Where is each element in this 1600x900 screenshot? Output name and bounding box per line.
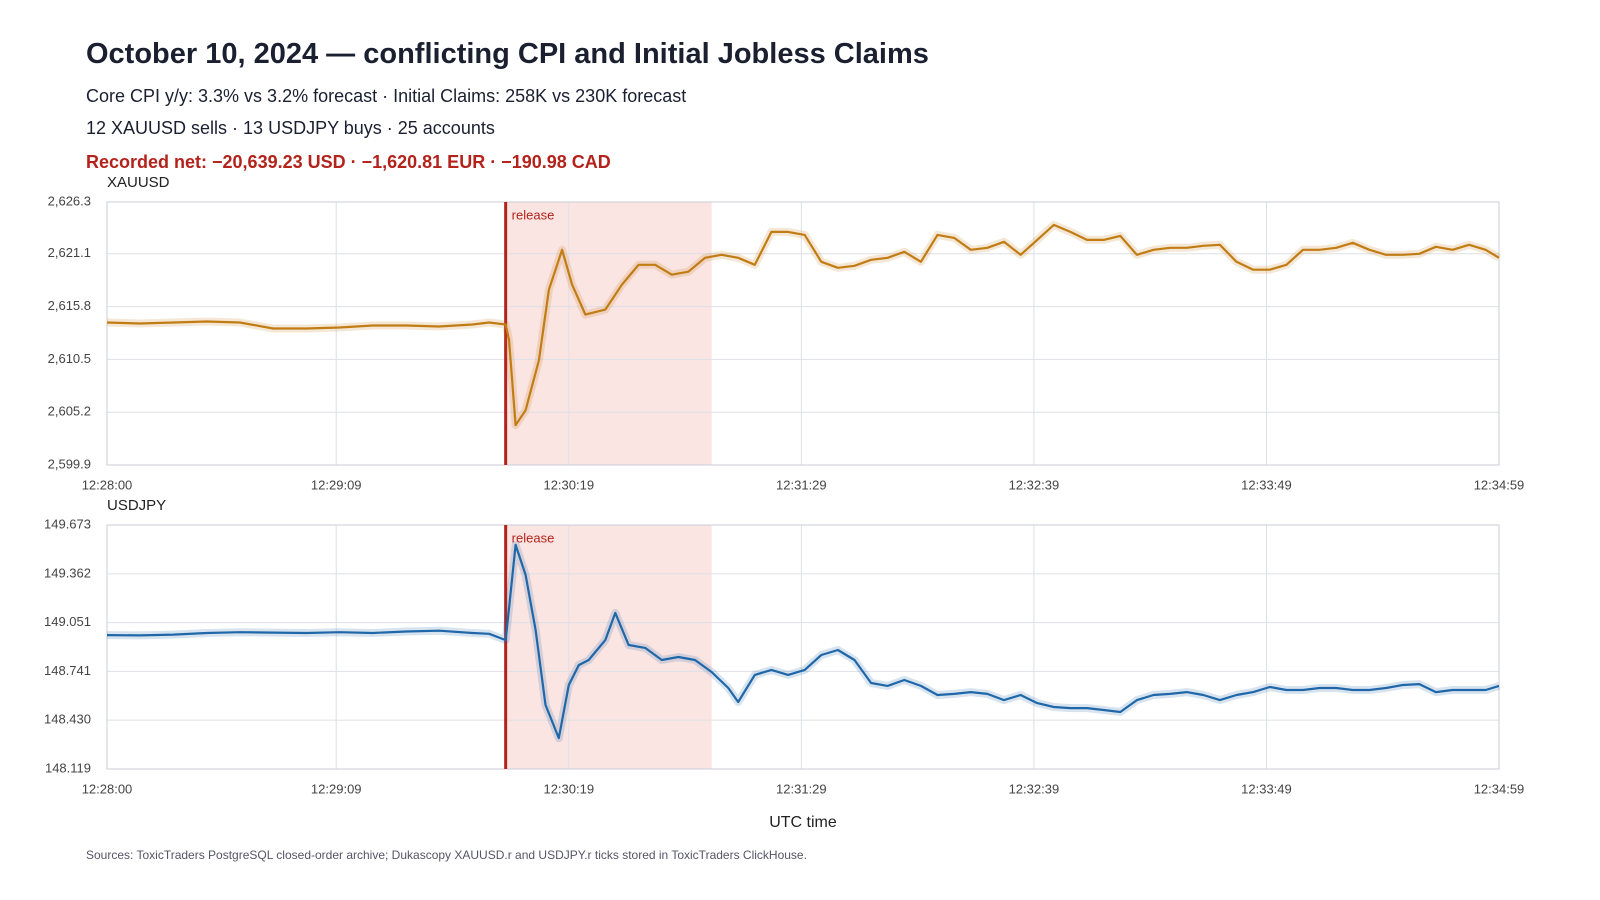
x-tick-label: 12:31:29 — [776, 477, 827, 492]
y-tick-label: 149.362 — [44, 565, 91, 580]
y-tick-label: 2,621.1 — [48, 245, 91, 260]
subtitle: Core CPI y/y: 3.3% vs 3.2% forecast · In… — [86, 86, 687, 106]
x-axis-label: UTC time — [769, 814, 837, 831]
release-window — [505, 525, 712, 769]
plot-frame — [106, 524, 1500, 770]
release-window — [505, 202, 712, 465]
panel-title: USDJPY — [107, 497, 166, 514]
price-halo — [106, 220, 1502, 430]
y-tick-label: 2,610.5 — [48, 351, 91, 366]
title: October 10, 2024 — conflicting CPI and I… — [86, 38, 929, 70]
x-tick-label: 12:32:39 — [1009, 781, 1060, 796]
net-summary: Recorded net: −20,639.23 USD · −1,620.81… — [86, 152, 611, 172]
x-tick-label: 12:29:09 — [311, 781, 362, 796]
annotation: release — [512, 207, 555, 222]
x-tick-label: 12:32:39 — [1009, 477, 1060, 492]
y-tick-label: 2,605.2 — [48, 404, 91, 419]
y-tick-label: 2,599.9 — [48, 456, 91, 471]
y-tick-label: 2,626.3 — [48, 193, 91, 208]
source-note: Sources: ToxicTraders PostgreSQL closed-… — [86, 848, 807, 862]
y-tick-label: 149.051 — [44, 614, 91, 629]
annotation: release — [512, 530, 555, 545]
x-tick-label: 12:29:09 — [311, 477, 362, 492]
x-tick-label: 12:33:49 — [1241, 781, 1292, 796]
y-tick-label: 148.741 — [44, 663, 91, 678]
y-tick-label: 148.119 — [45, 760, 91, 775]
y-tick-label: 149.673 — [44, 516, 91, 531]
x-tick-label: 12:33:49 — [1241, 477, 1292, 492]
x-tick-label: 12:31:29 — [776, 781, 827, 796]
panel-title: XAUUSD — [107, 174, 170, 191]
subtitle: 12 XAUUSD sells · 13 USDJPY buys · 25 ac… — [86, 118, 495, 138]
price-line — [106, 223, 1500, 427]
x-tick-label: 12:30:19 — [543, 781, 594, 796]
x-tick-label: 12:34:59 — [1474, 781, 1525, 796]
y-tick-label: 148.430 — [44, 712, 91, 727]
y-tick-label: 2,615.8 — [48, 298, 91, 313]
x-tick-label: 12:28:00 — [82, 477, 133, 492]
plot-frame — [106, 201, 1500, 466]
x-tick-label: 12:34:59 — [1474, 477, 1525, 492]
x-tick-label: 12:30:19 — [543, 477, 594, 492]
x-tick-label: 12:28:00 — [82, 781, 133, 796]
price-line — [106, 543, 1500, 740]
